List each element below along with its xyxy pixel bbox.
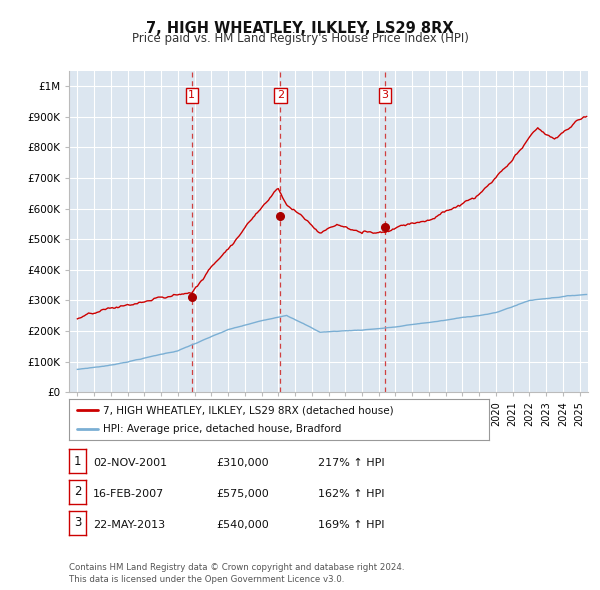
Text: 217% ↑ HPI: 217% ↑ HPI — [318, 458, 385, 468]
Text: 7, HIGH WHEATLEY, ILKLEY, LS29 8RX (detached house): 7, HIGH WHEATLEY, ILKLEY, LS29 8RX (deta… — [103, 405, 393, 415]
Text: 1: 1 — [74, 455, 81, 468]
Text: 1: 1 — [188, 90, 196, 100]
Text: 3: 3 — [74, 516, 81, 529]
Text: 16-FEB-2007: 16-FEB-2007 — [93, 489, 164, 499]
Text: Price paid vs. HM Land Registry's House Price Index (HPI): Price paid vs. HM Land Registry's House … — [131, 32, 469, 45]
Text: 3: 3 — [382, 90, 389, 100]
Text: 22-MAY-2013: 22-MAY-2013 — [93, 520, 165, 530]
Text: £540,000: £540,000 — [216, 520, 269, 530]
Text: 162% ↑ HPI: 162% ↑ HPI — [318, 489, 385, 499]
Text: 02-NOV-2001: 02-NOV-2001 — [93, 458, 167, 468]
Text: 7, HIGH WHEATLEY, ILKLEY, LS29 8RX: 7, HIGH WHEATLEY, ILKLEY, LS29 8RX — [146, 21, 454, 35]
Text: 169% ↑ HPI: 169% ↑ HPI — [318, 520, 385, 530]
Text: HPI: Average price, detached house, Bradford: HPI: Average price, detached house, Brad… — [103, 424, 341, 434]
Text: 2: 2 — [277, 90, 284, 100]
Text: Contains HM Land Registry data © Crown copyright and database right 2024.
This d: Contains HM Land Registry data © Crown c… — [69, 563, 404, 584]
Text: £575,000: £575,000 — [216, 489, 269, 499]
Text: £310,000: £310,000 — [216, 458, 269, 468]
Text: 2: 2 — [74, 486, 81, 499]
